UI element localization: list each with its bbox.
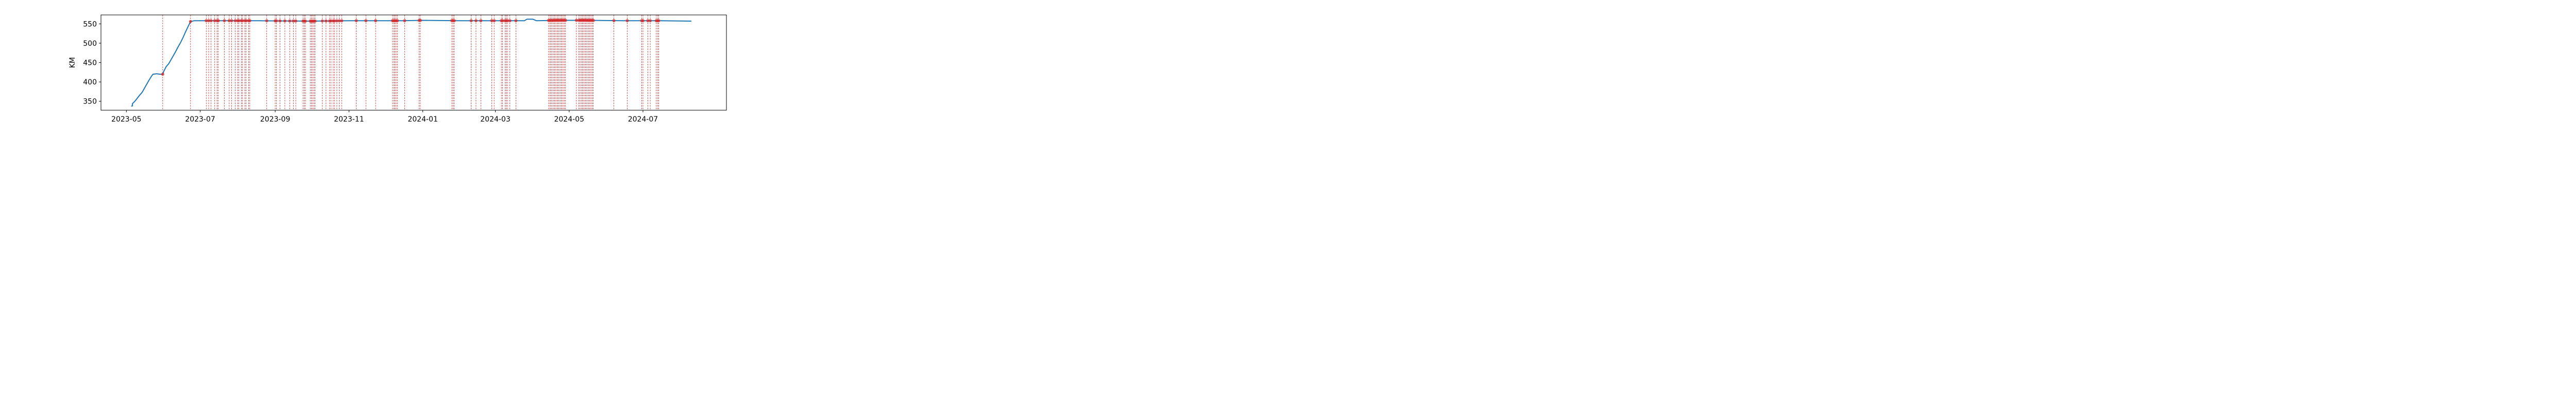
y-tick-label: 400 xyxy=(83,78,97,87)
axes-layer: 2023-05 2023-07 2023-09 2023-11 2024-01 2024-… xyxy=(83,20,658,124)
x-tick-label: 2023-11 xyxy=(334,115,364,124)
x-tick-label: 2023-07 xyxy=(185,115,215,124)
event-marker-dot xyxy=(329,19,333,23)
event-marker-dot xyxy=(275,19,278,23)
y-axis-label: KM xyxy=(69,57,77,68)
event-marker-dot xyxy=(265,19,268,23)
event-marker-dot xyxy=(649,19,652,23)
x-tick-label: 2024-07 xyxy=(628,115,658,124)
event-marker-dot xyxy=(625,19,629,23)
event-marker-dot xyxy=(313,19,317,23)
event-marker-dot xyxy=(490,19,494,23)
event-marker-dot xyxy=(574,19,578,22)
series-line-km xyxy=(131,19,691,107)
event-marker-dot xyxy=(469,19,473,23)
event-marker-dot xyxy=(657,19,660,23)
event-marker-dot xyxy=(278,19,282,23)
event-marker-dot xyxy=(324,19,328,23)
event-marker-dot xyxy=(396,19,399,23)
event-marker-dot xyxy=(354,19,358,23)
event-marker-dot xyxy=(223,19,226,23)
event-marker-dot xyxy=(641,19,645,23)
event-marker-dot xyxy=(248,19,251,23)
event-marker-dot xyxy=(233,19,237,23)
event-marker-dot xyxy=(216,19,220,23)
event-marker-dot xyxy=(403,19,406,23)
series-layer xyxy=(131,19,691,107)
x-tick-label: 2024-01 xyxy=(408,115,438,124)
event-marker-dot xyxy=(340,19,344,23)
event-marker-dot xyxy=(237,19,241,23)
event-marker-dot xyxy=(333,19,336,23)
event-marker-dot xyxy=(514,19,518,23)
km-line-chart: 2023-05 2023-07 2023-09 2023-11 2024-01 2024-… xyxy=(69,14,727,124)
event-marker-dot xyxy=(292,19,295,23)
event-marker-dot xyxy=(335,19,338,23)
event-marker-dot xyxy=(227,19,231,23)
plot-frame xyxy=(100,14,727,111)
x-tick-label: 2023-09 xyxy=(260,115,291,124)
event-marker-dot xyxy=(418,19,422,22)
event-marker-dot xyxy=(479,19,483,23)
event-marker-dot xyxy=(506,19,509,23)
event-marker-dot xyxy=(244,19,248,23)
event-marker-dot xyxy=(452,19,456,23)
event-marker-dot xyxy=(501,19,504,23)
event-marker-dot xyxy=(161,73,164,76)
event-marker-dot xyxy=(493,19,496,23)
event-marker-dot xyxy=(283,19,286,23)
x-tick-label: 2024-03 xyxy=(480,115,511,124)
event-marker-dot xyxy=(209,19,213,23)
event-marker-dot xyxy=(230,19,233,23)
event-marker-dot xyxy=(364,19,368,23)
event-marker-dot xyxy=(337,19,341,23)
event-marker-dot xyxy=(591,19,595,22)
event-marker-dot xyxy=(508,19,512,23)
x-tick-label: 2024-05 xyxy=(554,115,584,124)
event-marker-dot xyxy=(303,20,307,23)
event-marker-dot xyxy=(288,19,292,23)
y-tick-label: 550 xyxy=(83,20,97,28)
x-tick-label: 2023-05 xyxy=(111,115,142,124)
event-marker-dot xyxy=(213,19,216,23)
y-tick-label: 350 xyxy=(83,98,97,106)
event-marker-dot xyxy=(294,19,298,23)
event-marker-dot xyxy=(564,19,567,22)
event-marker-dot xyxy=(241,19,244,23)
event-markers-layer xyxy=(162,15,659,110)
y-tick-label: 450 xyxy=(83,59,97,67)
event-marker-dot xyxy=(205,19,208,23)
event-marker-dot xyxy=(374,19,377,23)
y-tick-label: 500 xyxy=(83,40,97,48)
event-marker-dot xyxy=(612,19,616,23)
event-marker-dot xyxy=(646,19,650,23)
event-marker-dot xyxy=(207,19,210,23)
event-marker-dot xyxy=(474,19,478,23)
event-marker-dot xyxy=(189,20,192,23)
event-marker-dot xyxy=(320,19,324,23)
